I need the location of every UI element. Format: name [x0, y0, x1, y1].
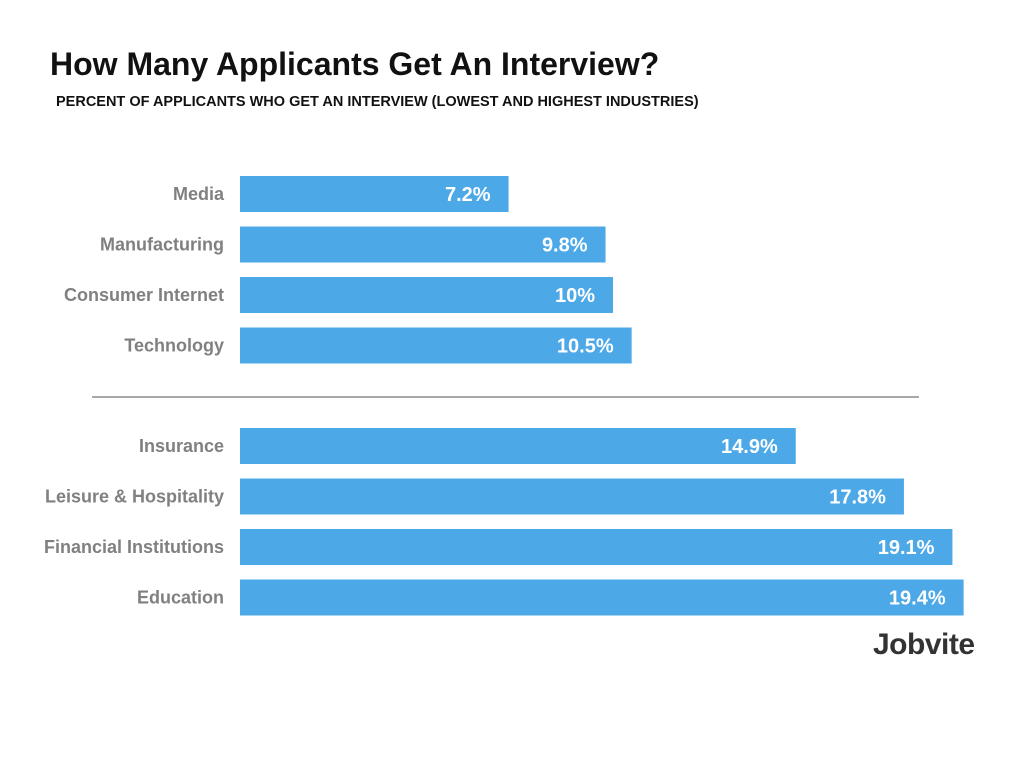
category-label: Media	[173, 184, 225, 204]
value-label: 19.4%	[889, 588, 946, 610]
value-label: 7.2%	[445, 184, 491, 206]
category-label: Technology	[124, 336, 224, 356]
chart-title: How Many Applicants Get An Interview?	[50, 46, 660, 82]
bar	[240, 226, 606, 263]
category-label: Financial Institutions	[44, 537, 224, 557]
category-label: Manufacturing	[100, 235, 224, 255]
bar	[240, 579, 964, 616]
category-label: Education	[137, 588, 224, 608]
bar	[240, 176, 509, 212]
value-label: 17.8%	[829, 487, 886, 509]
bar	[240, 327, 632, 364]
value-label: 10%	[555, 285, 595, 307]
bar	[240, 478, 904, 515]
chart-subtitle: PERCENT OF APPLICANTS WHO GET AN INTERVI…	[56, 94, 699, 110]
value-label: 14.9%	[721, 436, 778, 458]
category-label: Leisure & Hospitality	[45, 487, 224, 507]
value-label: 19.1%	[878, 537, 935, 559]
category-label: Insurance	[139, 436, 224, 456]
jobvite-logo: Jobvite	[873, 628, 975, 661]
value-label: 9.8%	[542, 235, 588, 257]
category-label: Consumer Internet	[64, 285, 224, 305]
bar	[240, 428, 796, 464]
bar	[240, 277, 613, 313]
value-label: 10.5%	[557, 336, 614, 358]
bar	[240, 529, 953, 565]
